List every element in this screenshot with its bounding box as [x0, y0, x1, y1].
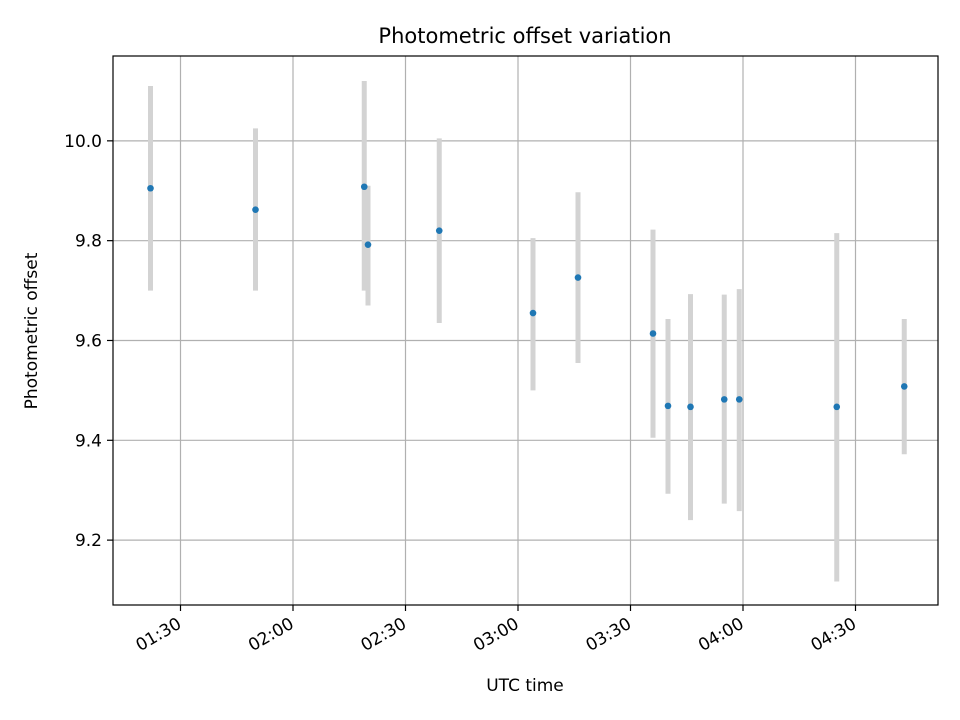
data-point — [364, 241, 372, 248]
y-tick-label: 9.2 — [75, 531, 102, 551]
y-tick-label: 10.0 — [64, 132, 102, 152]
plot-frame — [112, 55, 939, 606]
data-point — [649, 330, 657, 337]
data-point — [687, 403, 694, 411]
data-point — [147, 184, 154, 192]
x-axis-title: UTC time — [486, 676, 564, 696]
data-points — [147, 183, 908, 411]
data-point — [900, 383, 908, 390]
data-point — [833, 403, 841, 411]
y-axis-title: Photometric offset — [22, 252, 42, 409]
y-axis: 9.2 9.4 9.6 9.8 10.0 — [64, 132, 113, 551]
data-point — [435, 227, 443, 234]
y-tick-label: 9.8 — [75, 232, 102, 252]
data-point — [360, 183, 368, 191]
y-tick-label: 9.6 — [75, 331, 102, 351]
chart-title: Photometric offset variation — [378, 24, 671, 48]
data-point — [735, 396, 743, 403]
gridlines — [113, 56, 938, 605]
data-point — [574, 274, 582, 281]
data-point — [252, 206, 259, 214]
data-point — [529, 309, 537, 317]
data-point — [664, 402, 672, 410]
y-tick-label: 9.4 — [75, 431, 102, 451]
data-point — [720, 396, 728, 403]
